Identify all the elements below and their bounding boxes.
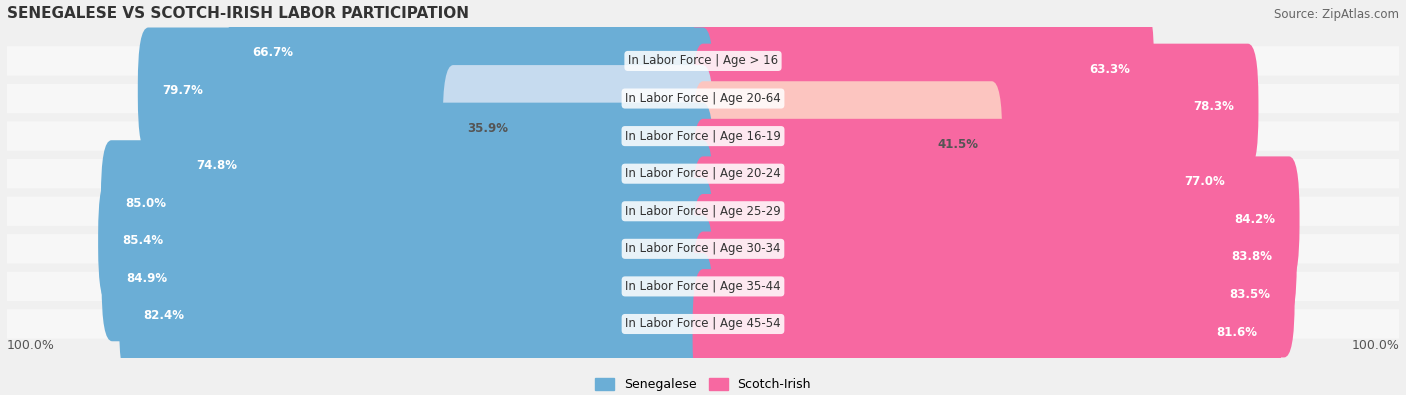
Text: In Labor Force | Age 45-54: In Labor Force | Age 45-54	[626, 318, 780, 331]
FancyBboxPatch shape	[693, 231, 1295, 357]
Text: 78.3%: 78.3%	[1194, 100, 1234, 113]
Text: In Labor Force | Age 35-44: In Labor Force | Age 35-44	[626, 280, 780, 293]
Legend: Senegalese, Scotch-Irish: Senegalese, Scotch-Irish	[595, 378, 811, 391]
Text: 79.7%: 79.7%	[162, 84, 202, 97]
FancyBboxPatch shape	[693, 6, 1154, 132]
FancyBboxPatch shape	[693, 194, 1296, 320]
Text: 82.4%: 82.4%	[143, 309, 184, 322]
FancyBboxPatch shape	[101, 215, 713, 341]
Text: 74.8%: 74.8%	[197, 159, 238, 172]
FancyBboxPatch shape	[120, 253, 713, 379]
FancyBboxPatch shape	[443, 65, 713, 191]
FancyBboxPatch shape	[693, 119, 1250, 245]
Text: In Labor Force | Age 30-34: In Labor Force | Age 30-34	[626, 243, 780, 255]
FancyBboxPatch shape	[7, 46, 1399, 75]
Text: 85.4%: 85.4%	[122, 234, 163, 247]
Text: 85.0%: 85.0%	[125, 197, 166, 210]
FancyBboxPatch shape	[7, 234, 1399, 263]
Text: In Labor Force | Age 16-19: In Labor Force | Age 16-19	[626, 130, 780, 143]
FancyBboxPatch shape	[7, 197, 1399, 226]
Text: In Labor Force | Age 20-24: In Labor Force | Age 20-24	[626, 167, 780, 180]
Text: In Labor Force | Age 20-64: In Labor Force | Age 20-64	[626, 92, 780, 105]
Text: 35.9%: 35.9%	[467, 122, 508, 135]
FancyBboxPatch shape	[7, 159, 1399, 188]
Text: 84.9%: 84.9%	[127, 272, 167, 285]
Text: 100.0%: 100.0%	[7, 339, 55, 352]
FancyBboxPatch shape	[7, 121, 1399, 151]
Text: Source: ZipAtlas.com: Source: ZipAtlas.com	[1274, 8, 1399, 21]
FancyBboxPatch shape	[7, 309, 1399, 339]
Text: 83.8%: 83.8%	[1232, 250, 1272, 263]
FancyBboxPatch shape	[101, 140, 713, 266]
FancyBboxPatch shape	[7, 84, 1399, 113]
Text: In Labor Force | Age 25-29: In Labor Force | Age 25-29	[626, 205, 780, 218]
Text: 77.0%: 77.0%	[1184, 175, 1225, 188]
FancyBboxPatch shape	[693, 269, 1281, 395]
FancyBboxPatch shape	[228, 0, 713, 116]
Text: In Labor Force | Age > 16: In Labor Force | Age > 16	[628, 55, 778, 68]
FancyBboxPatch shape	[98, 178, 713, 304]
Text: 100.0%: 100.0%	[1351, 339, 1399, 352]
Text: 81.6%: 81.6%	[1216, 325, 1257, 339]
FancyBboxPatch shape	[693, 156, 1299, 282]
Text: 66.7%: 66.7%	[253, 46, 294, 59]
FancyBboxPatch shape	[693, 81, 1002, 207]
FancyBboxPatch shape	[138, 28, 713, 153]
Text: 84.2%: 84.2%	[1234, 213, 1275, 226]
Text: SENEGALESE VS SCOTCH-IRISH LABOR PARTICIPATION: SENEGALESE VS SCOTCH-IRISH LABOR PARTICI…	[7, 6, 470, 21]
Text: 41.5%: 41.5%	[936, 138, 979, 150]
FancyBboxPatch shape	[7, 272, 1399, 301]
FancyBboxPatch shape	[172, 103, 713, 229]
Text: 83.5%: 83.5%	[1229, 288, 1270, 301]
Text: 63.3%: 63.3%	[1088, 62, 1129, 75]
FancyBboxPatch shape	[693, 44, 1258, 169]
